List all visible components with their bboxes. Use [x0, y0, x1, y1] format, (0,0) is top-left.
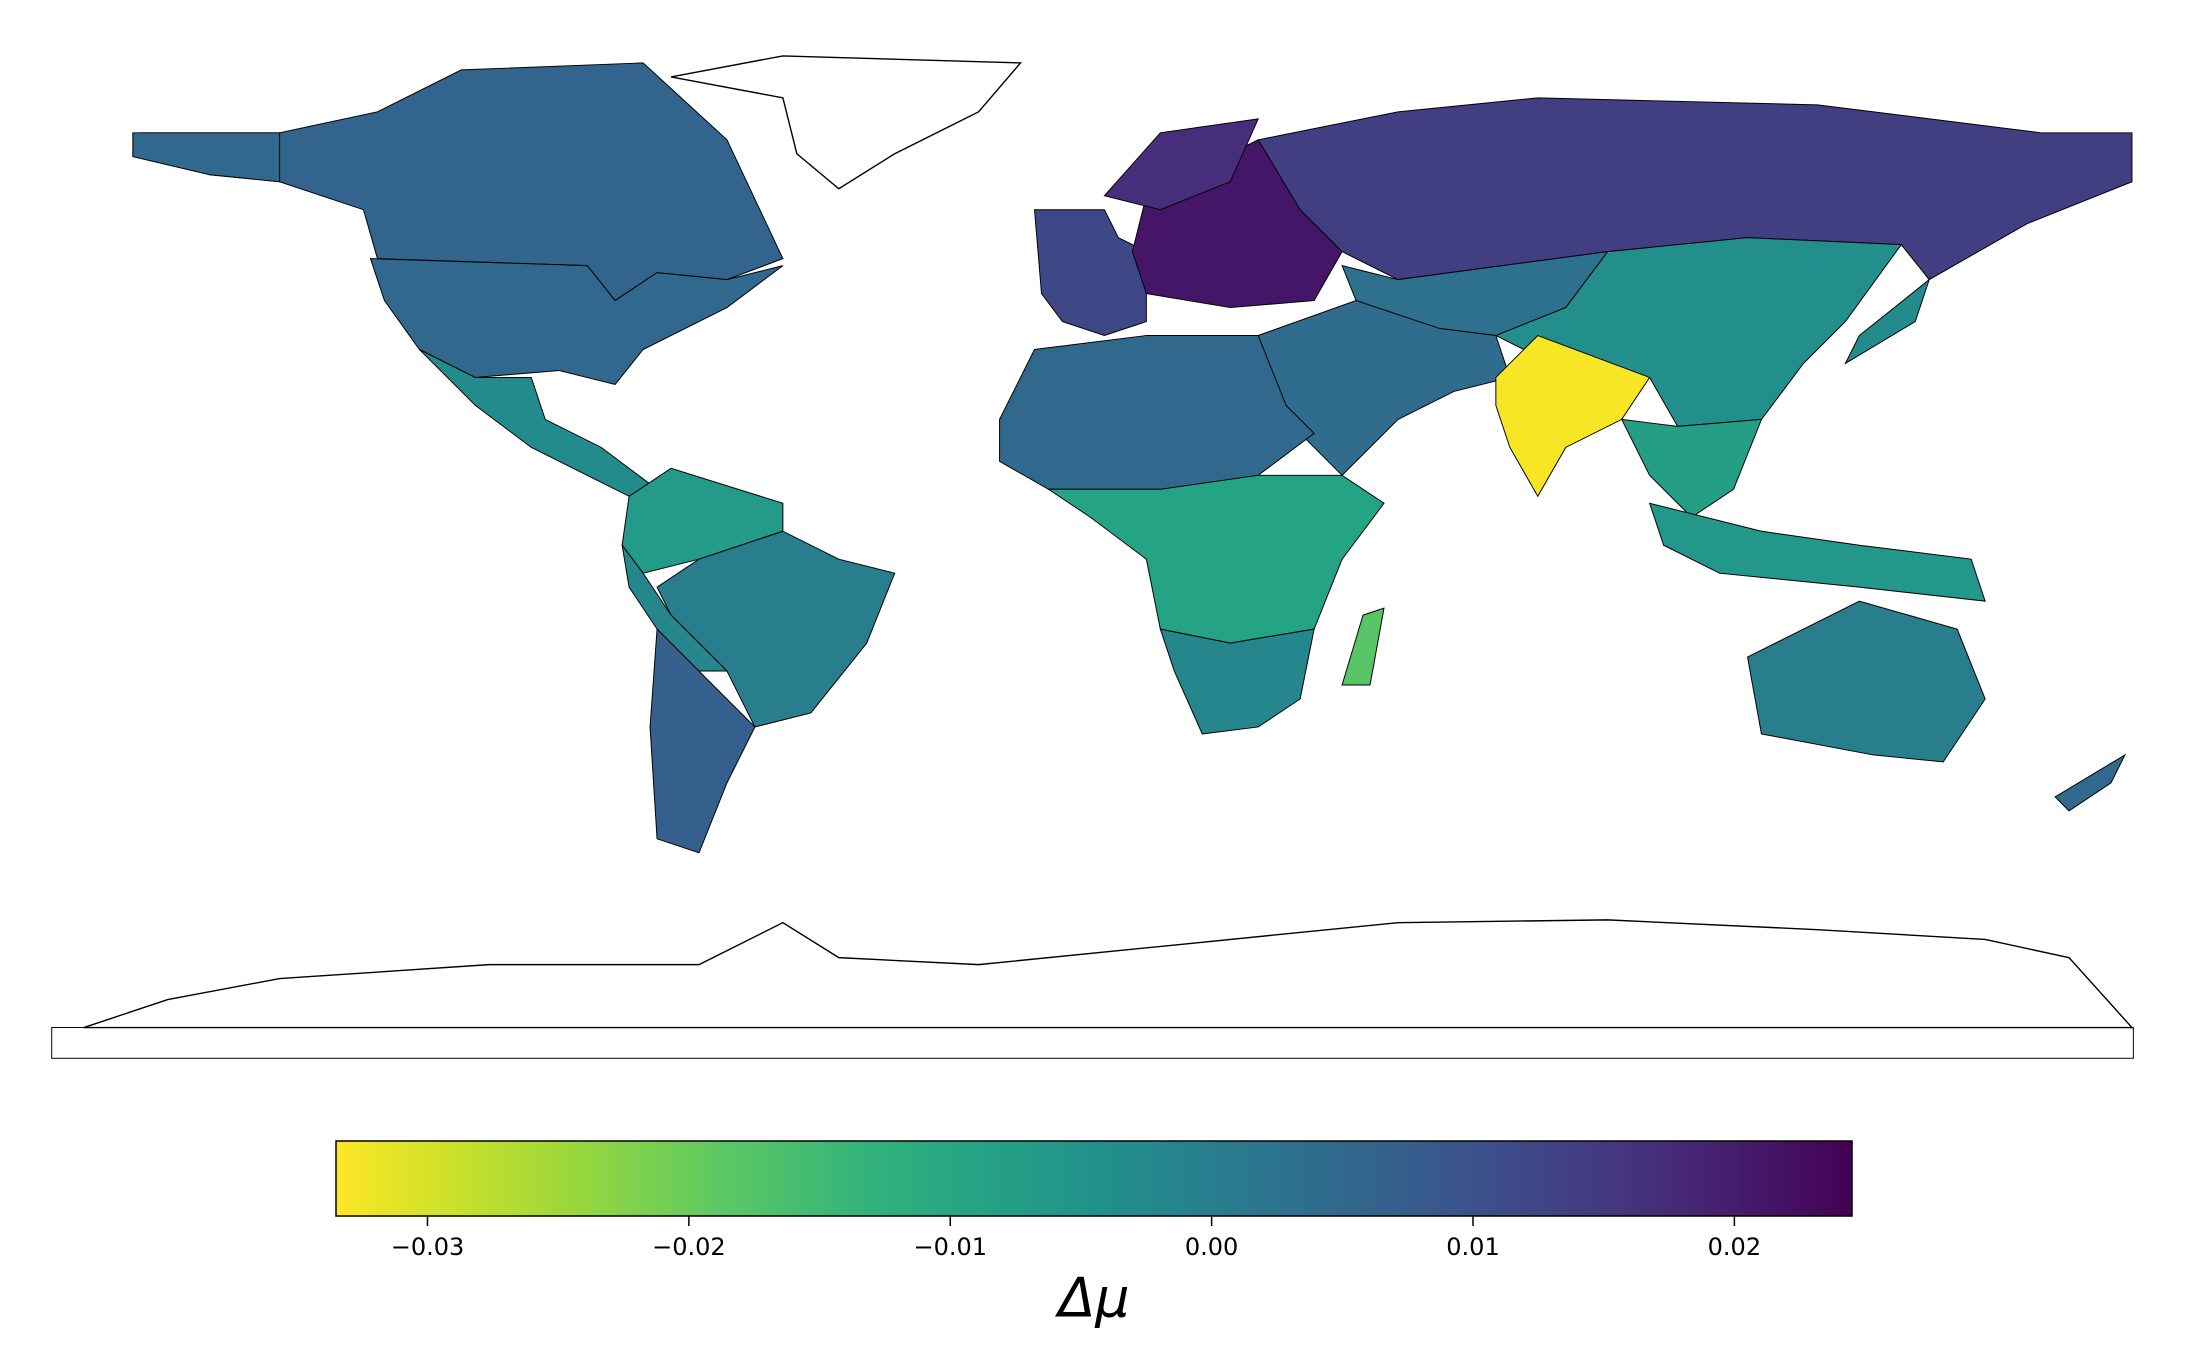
region [1103, 118, 1260, 211]
colorbar-label: Δμ [1054, 1267, 1129, 1330]
world-map [51, 55, 2134, 1059]
colorbar-tick-label: 0.00 [1185, 1233, 1238, 1261]
region [1495, 334, 1651, 498]
region [1257, 97, 2133, 281]
region [1159, 628, 1315, 735]
region [621, 544, 729, 672]
colorbar-tick-label: −0.03 [391, 1233, 465, 1261]
region [2054, 753, 2127, 812]
region [1620, 418, 1763, 518]
colorbar-tick-label: −0.02 [652, 1233, 726, 1261]
colorbar-tick-label: 0.01 [1446, 1233, 1499, 1261]
region [656, 530, 896, 728]
region [1033, 209, 1147, 337]
region [132, 132, 281, 183]
region [649, 627, 756, 854]
region [1746, 600, 1986, 763]
region [999, 335, 1315, 490]
colorbar-tick-label: −0.01 [913, 1233, 987, 1261]
colorbar-tick-label: 0.02 [1708, 1233, 1761, 1261]
region [1844, 278, 1931, 365]
colorbar [335, 1140, 1853, 1217]
region [1341, 607, 1385, 686]
map-frame [51, 1027, 2134, 1059]
greenland [670, 55, 1023, 190]
antarctica [83, 919, 2134, 1029]
region [1648, 502, 1986, 602]
region [1046, 474, 1385, 644]
